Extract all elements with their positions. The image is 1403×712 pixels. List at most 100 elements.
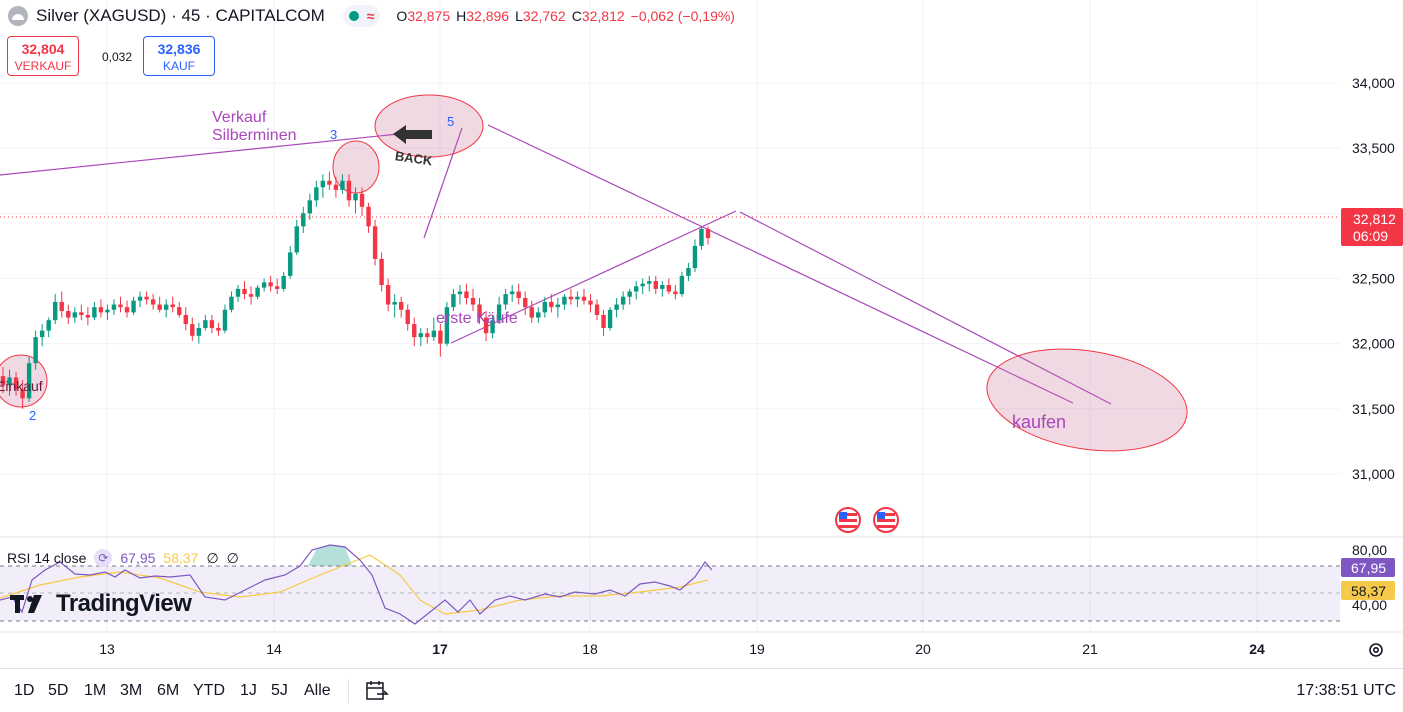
candle (353, 187, 358, 214)
rsi-overbought-fill (308, 545, 352, 566)
back-arrow-icon (393, 125, 432, 144)
time-tick-label: 24 (1249, 641, 1265, 657)
down-channel-line-2 (739, 211, 1112, 405)
rsi-ma-tag: 58,37 (1341, 581, 1395, 600)
candle (248, 286, 254, 305)
range-alle[interactable]: Alle (304, 682, 331, 699)
range-1d[interactable]: 1D (14, 682, 35, 699)
range-3m[interactable]: 3M (120, 682, 143, 699)
chart-header: Silver (XAGUSD) · 45 · CAPITALCOM ≈ O32,… (0, 0, 735, 32)
time-tick-label: 18 (582, 641, 598, 657)
top-ellipse (332, 140, 380, 194)
rsi-value: 67,95 (120, 550, 156, 566)
candle (496, 296, 502, 325)
wave-line-5 (423, 127, 463, 239)
rsi-na-2: ∅ (226, 549, 239, 566)
candle (98, 299, 104, 318)
candle (588, 294, 593, 313)
candle (575, 291, 580, 308)
candle (425, 327, 430, 344)
candle (190, 317, 195, 342)
candle (137, 291, 143, 308)
candle (294, 219, 299, 256)
calendar-range-icon[interactable] (365, 679, 389, 703)
candle (366, 202, 371, 233)
rsi-title: RSI 14 close (7, 550, 87, 566)
candle (438, 324, 443, 357)
svg-text:58,37: 58,37 (1351, 583, 1386, 599)
down-channel-line-1 (487, 124, 1074, 404)
candle (85, 307, 91, 326)
candle (346, 174, 352, 207)
candle (20, 380, 25, 409)
candle (451, 288, 456, 312)
candle (216, 322, 221, 336)
candle (477, 298, 482, 325)
price-tick-label: 34,000 (1352, 75, 1395, 91)
candle (640, 278, 645, 295)
symbol-title[interactable]: Silver (XAGUSD) · 45 · CAPITALCOM (36, 6, 325, 25)
candle (464, 283, 469, 305)
candle (33, 330, 38, 370)
settings-gear-icon[interactable] (1366, 640, 1386, 660)
candle (555, 298, 561, 318)
candle (627, 288, 632, 305)
range-ytd[interactable]: YTD (193, 682, 225, 699)
range-1m[interactable]: 1M (84, 682, 107, 699)
candle (523, 291, 528, 315)
change-value: −0,062 (−0,19%) (630, 8, 735, 24)
buy-button[interactable]: 32,836 KAUF (143, 36, 215, 76)
price-chart[interactable]: Verkauf Silberminen erste Käufe Einkauf … (0, 0, 1403, 668)
candle (92, 301, 97, 321)
price-axis[interactable]: 34,00033,50033,00032,50032,00031,50031,0… (1352, 75, 1395, 482)
rsi-legend[interactable]: RSI 14 close ⟳ 67,95 58,37 ∅ ∅ (7, 549, 239, 567)
ohlc-readout: O32,875 H32,896 L32,762 C32,812 −0,062 (… (396, 8, 735, 24)
sell-button[interactable]: 32,804 VERKAUF (7, 36, 79, 76)
price-tick-label: 33,500 (1352, 140, 1395, 156)
candle (222, 304, 228, 334)
time-tick-label: 14 (266, 641, 282, 657)
status-pills[interactable]: ≈ (342, 5, 381, 27)
candle (150, 294, 156, 310)
candle (398, 296, 404, 318)
candle (359, 187, 365, 216)
price-tick-label: 31,000 (1352, 466, 1395, 482)
candle (581, 288, 587, 305)
candle (281, 271, 286, 292)
candle (594, 299, 600, 321)
toolbar-divider (348, 679, 349, 703)
tradingview-logo[interactable]: TradingView (10, 590, 192, 618)
candle (379, 252, 384, 292)
time-tick-label: 13 (99, 641, 115, 657)
us-flag-icon[interactable] (873, 507, 899, 533)
rsi-band (0, 566, 1340, 621)
range-5j[interactable]: 5J (271, 682, 288, 699)
candle (255, 285, 260, 300)
time-tick-label: 21 (1082, 641, 1098, 657)
silver-symbol-icon (8, 6, 28, 26)
candle (268, 275, 273, 292)
range-5d[interactable]: 5D (48, 682, 69, 699)
candle (105, 304, 110, 321)
candle (59, 291, 64, 318)
tradingview-logo-text: TradingView (56, 590, 192, 617)
candle (490, 314, 495, 339)
us-flag-icon[interactable] (835, 507, 861, 533)
utc-clock[interactable]: 17:38:51 UTC (1296, 682, 1396, 699)
range-6m[interactable]: 6M (157, 682, 180, 699)
range-1j[interactable]: 1J (240, 682, 257, 699)
candle (666, 278, 672, 295)
time-tick-label: 17 (432, 641, 448, 657)
candle (686, 262, 691, 282)
rsi-settings-icon[interactable]: ⟳ (94, 549, 113, 567)
candle (7, 369, 12, 396)
rsi-axis-40: 40,00 (1352, 597, 1387, 613)
time-axis[interactable]: 13 14 17 18 19 20 21 24 (99, 641, 1265, 657)
candle (699, 226, 704, 250)
candle (39, 324, 45, 347)
candle (301, 206, 306, 233)
back-ellipse (374, 94, 484, 158)
bottom-toolbar: 1D 5D 1M 3M 6M YTD 1J 5J Alle 17:38:51 U… (0, 668, 1403, 712)
candle (196, 322, 202, 344)
candle (0, 367, 6, 394)
